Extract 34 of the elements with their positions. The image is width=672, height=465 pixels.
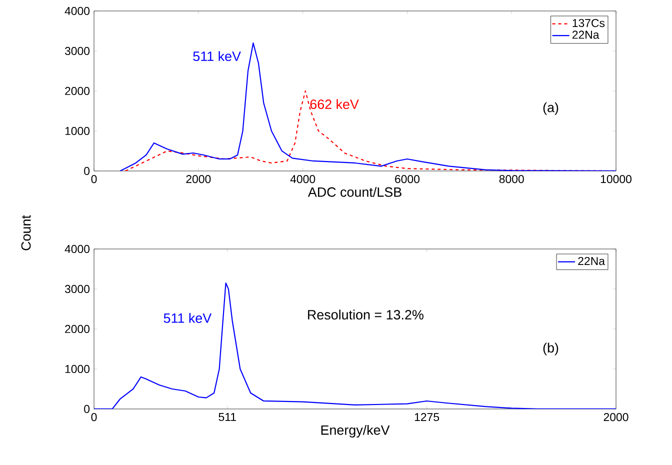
y-tick-label: 4000 <box>64 6 90 16</box>
y-tick-label: 1000 <box>65 364 90 374</box>
line-series <box>94 282 616 409</box>
y-tick-label: 2000 <box>65 86 90 96</box>
line-series <box>120 42 616 171</box>
y-tick-label: 3000 <box>64 284 90 294</box>
y-tick-label: 0 <box>84 404 90 414</box>
x-tick-label: 1275 <box>414 413 440 422</box>
x-tick-label: 10000 <box>600 175 632 184</box>
annotation: (b) <box>543 342 558 356</box>
legend-label: 22Na <box>578 256 605 266</box>
legend-label: 137Cs <box>572 18 605 28</box>
y-tick-label: 4000 <box>64 244 90 254</box>
x-tick-label: 4000 <box>290 175 316 184</box>
y-axis-title: Count <box>21 215 31 250</box>
x-tick-label: 2000 <box>186 175 211 184</box>
annotation: Resolution = 13.2% <box>308 310 424 320</box>
x-tick-label: 2000 <box>604 413 628 422</box>
annotation: (a) <box>543 102 558 115</box>
x-axis-title: Energy/keV <box>321 424 390 438</box>
annotation: 511 keV <box>193 51 241 62</box>
y-tick-label: 3000 <box>64 46 90 56</box>
x-tick-label: 0 <box>91 413 97 422</box>
y-tick-label: 0 <box>84 166 90 176</box>
y-tick-label: 1000 <box>65 126 90 136</box>
legend-label: 22Na <box>572 30 600 39</box>
x-tick-label: 6000 <box>395 175 420 184</box>
x-tick-label: 8000 <box>499 175 524 184</box>
y-tick-label: 2000 <box>65 324 90 334</box>
annotation: 662 keV <box>310 99 359 110</box>
annotation: 511 keV <box>164 313 212 323</box>
x-tick-label: 511 <box>218 413 236 421</box>
x-axis-title: ADC count/LSB <box>308 186 402 197</box>
x-tick-label: 0 <box>91 175 97 184</box>
